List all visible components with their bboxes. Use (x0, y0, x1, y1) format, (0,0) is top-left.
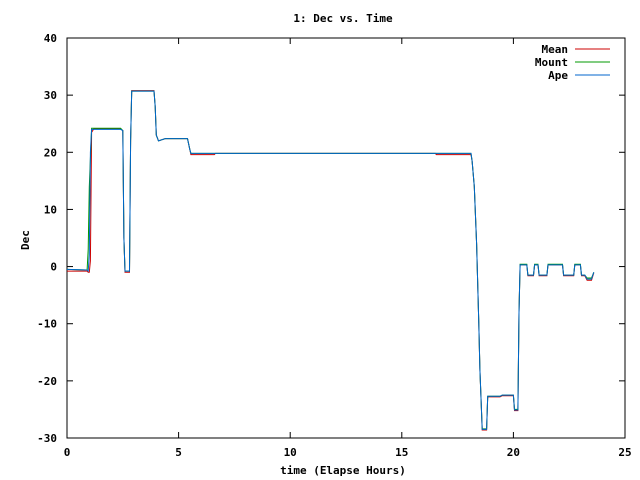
series-line-mount (66, 90, 595, 430)
axis-ticks: 0 5 10 15 20 25 -30 -20 -10 0 10 20 30 40 (37, 32, 632, 459)
legend-label-mount: Mount (535, 56, 568, 69)
y-tick-label: -10 (37, 318, 57, 331)
plot-area-frame (66, 37, 626, 439)
x-tick-label: 15 (395, 446, 408, 459)
series-layer (66, 90, 595, 431)
x-tick-label: 10 (284, 446, 297, 459)
x-tick-label: 20 (507, 446, 520, 459)
x-tick-label: 25 (618, 446, 631, 459)
chart-title: 1: Dec vs. Time (293, 12, 393, 25)
x-tick-label: 0 (64, 446, 71, 459)
legend-label-ape: Ape (548, 69, 568, 82)
y-tick-label: -20 (37, 375, 57, 388)
y-axis-label: Dec (19, 230, 32, 250)
y-tick-label: 20 (44, 146, 57, 159)
x-axis-label: time (Elapse Hours) (280, 464, 406, 477)
y-tick-label: 30 (44, 89, 57, 102)
legend-label-mean: Mean (542, 43, 569, 56)
series-line-mean (67, 90, 595, 431)
y-tick-label: 10 (44, 203, 57, 216)
y-tick-label: -30 (37, 432, 57, 445)
x-tick-label: 5 (175, 446, 182, 459)
y-tick-label: 0 (50, 261, 57, 274)
y-tick-label: 40 (44, 32, 57, 45)
series-line-ape (66, 90, 595, 430)
